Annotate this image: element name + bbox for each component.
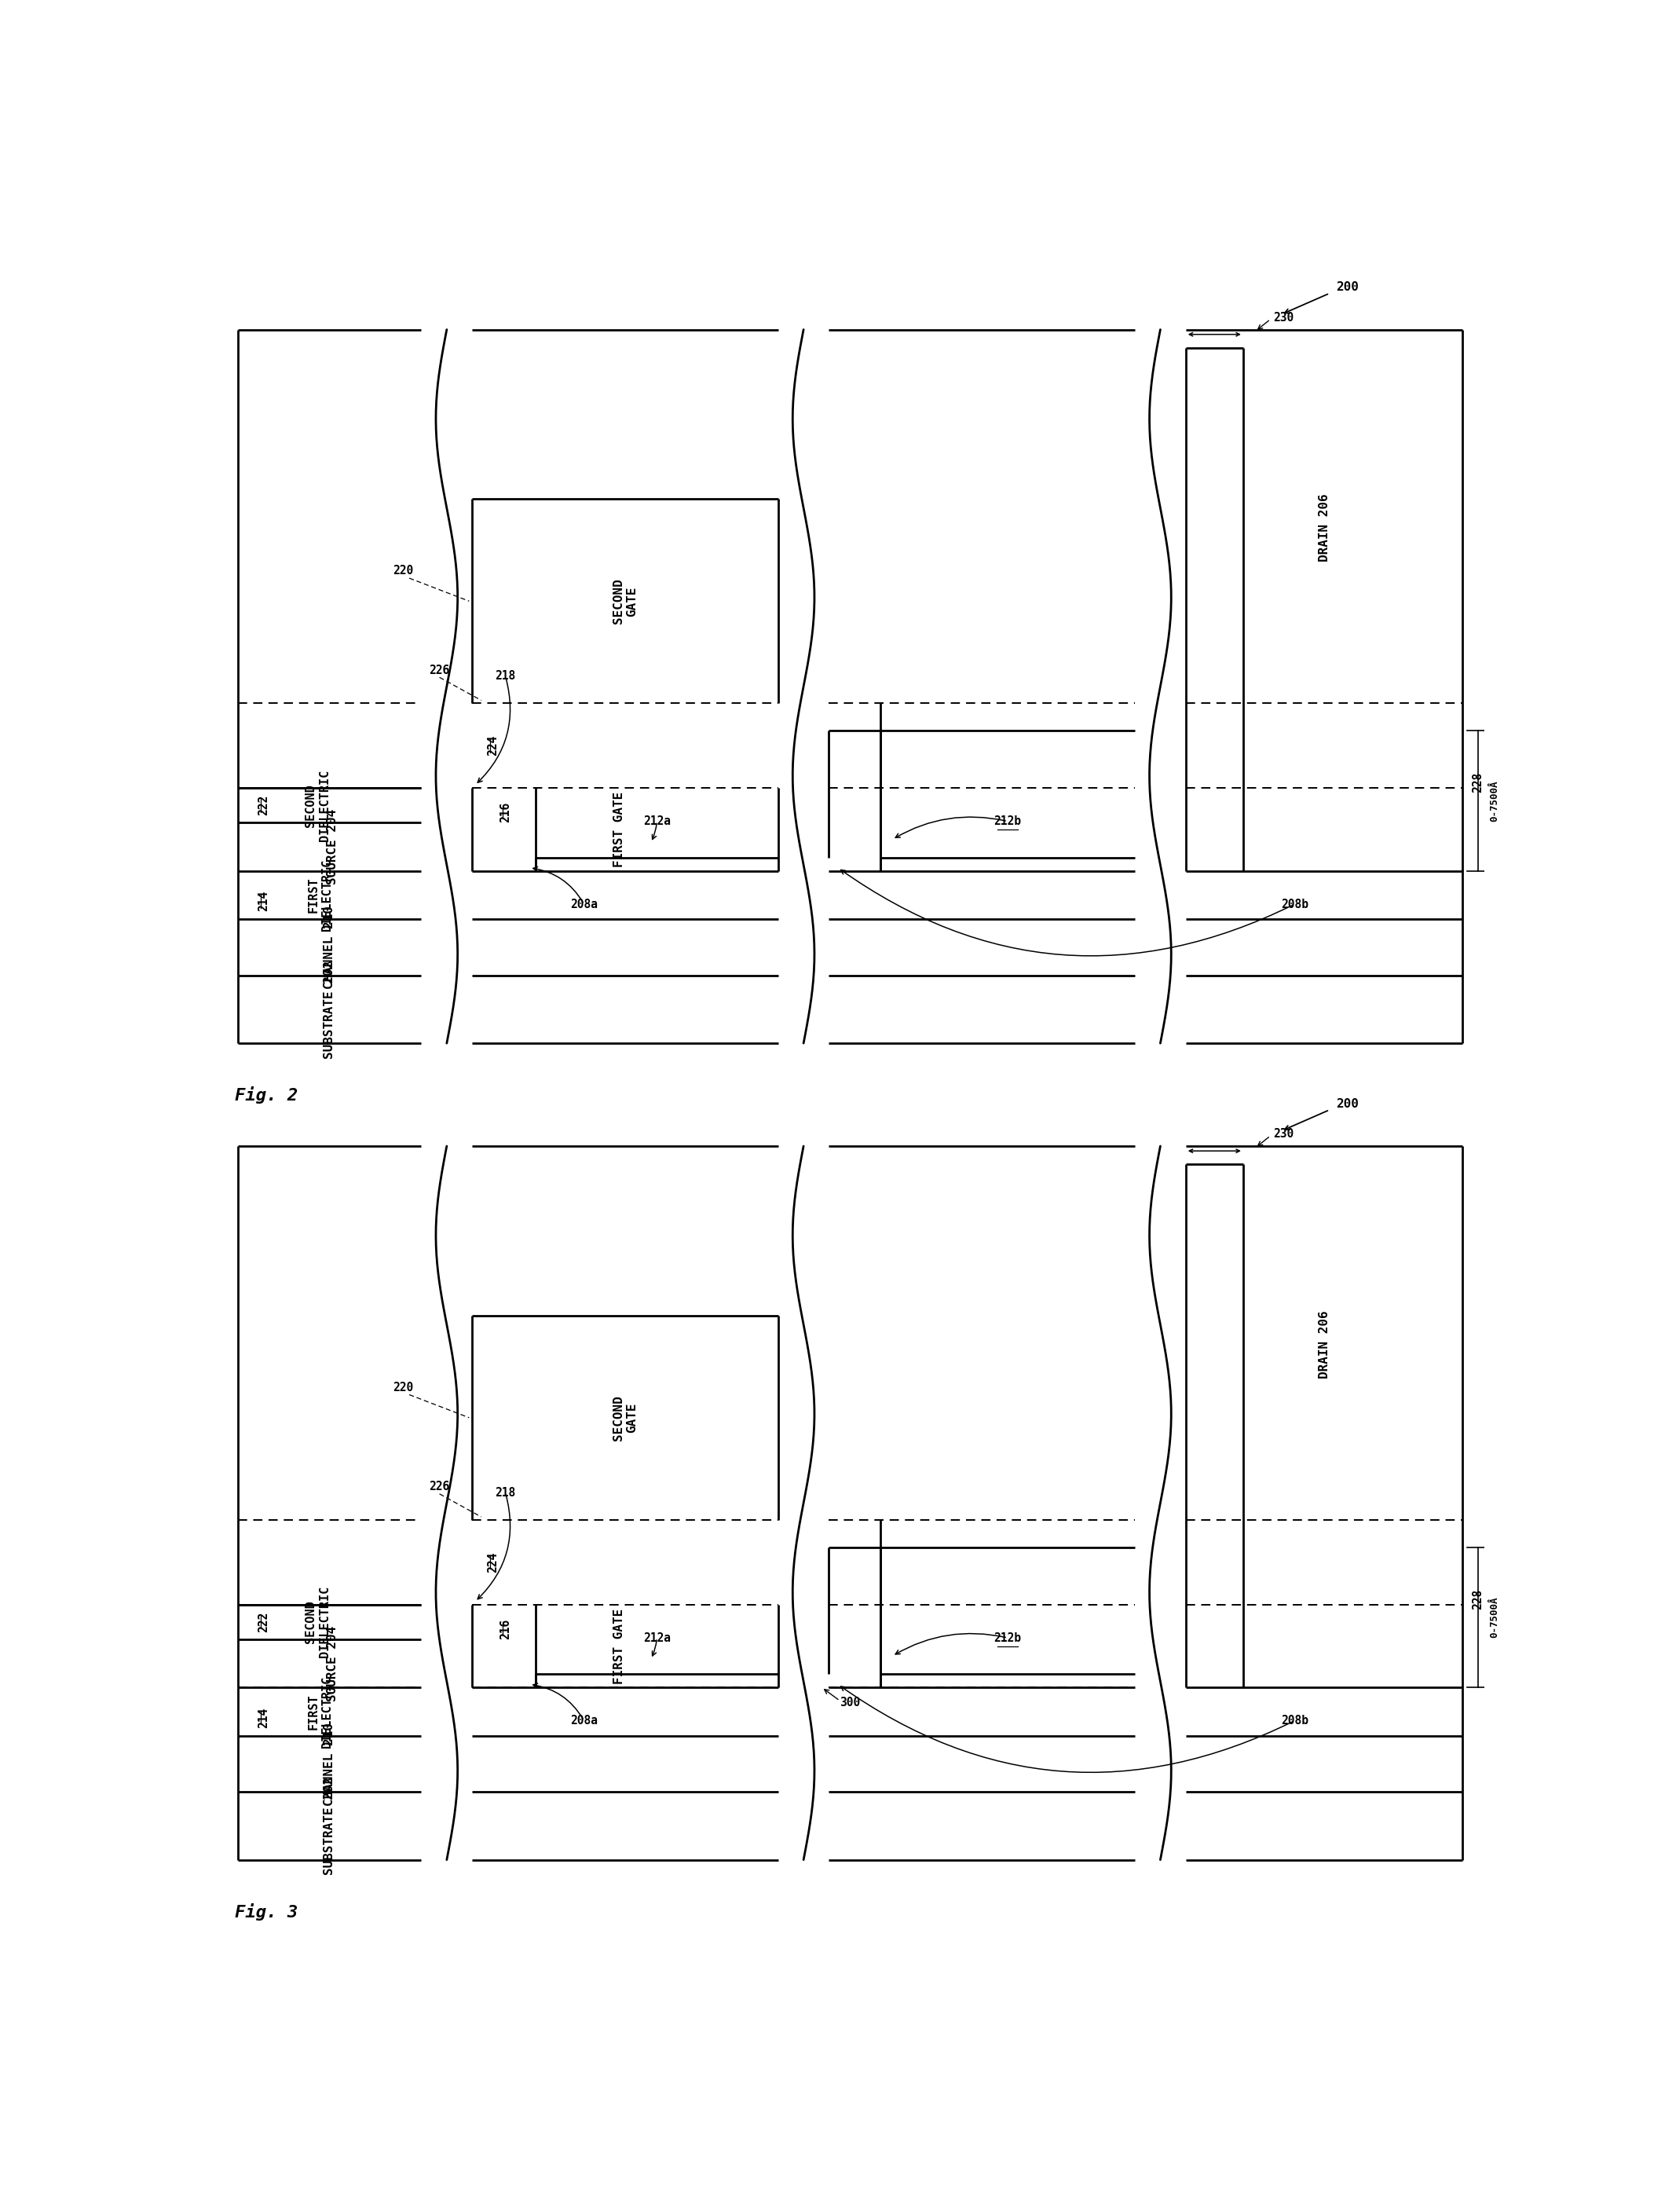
Text: Fig. 3: Fig. 3 [235, 1902, 298, 1920]
Text: 212b: 212b [994, 1632, 1022, 1644]
Text: 300: 300 [840, 1697, 860, 1708]
Text: 226: 226 [428, 664, 450, 677]
Text: SECOND
DIELECTRIC: SECOND DIELECTRIC [304, 1586, 331, 1657]
Text: FIRST
DIELECTRIC: FIRST DIELECTRIC [308, 858, 334, 931]
Text: 214: 214 [258, 1708, 270, 1728]
Text: 220: 220 [394, 564, 414, 577]
Text: 0-7500Å: 0-7500Å [1490, 781, 1500, 821]
Text: 230: 230 [1274, 312, 1293, 323]
Text: 228: 228 [1472, 1588, 1484, 1610]
Text: 208b: 208b [1280, 1714, 1308, 1728]
Text: 208b: 208b [1280, 898, 1308, 909]
Text: CHANNEL 210: CHANNEL 210 [324, 1723, 336, 1805]
Text: DRAIN 206: DRAIN 206 [1318, 1310, 1330, 1378]
Text: 208a: 208a [571, 898, 597, 909]
Text: 200: 200 [1336, 1097, 1358, 1110]
Text: 222: 222 [258, 794, 270, 816]
Text: 212b: 212b [994, 816, 1022, 827]
Text: 214: 214 [258, 891, 270, 911]
Text: 222: 222 [258, 1613, 270, 1632]
Text: 216: 216 [500, 1619, 511, 1639]
Text: FIRST
DIELECTRIC: FIRST DIELECTRIC [308, 1677, 334, 1747]
Text: FIRST GATE: FIRST GATE [614, 792, 625, 867]
Text: SOURCE 204: SOURCE 204 [327, 1626, 339, 1701]
Text: 228: 228 [1472, 772, 1484, 792]
Text: SECOND
GATE: SECOND GATE [612, 1396, 638, 1440]
Text: 212a: 212a [643, 816, 670, 827]
Text: SECOND
DIELECTRIC: SECOND DIELECTRIC [304, 770, 331, 841]
Text: SOURCE 204: SOURCE 204 [327, 810, 339, 885]
Text: 218: 218 [495, 1486, 516, 1498]
Text: 224: 224 [488, 734, 500, 757]
Text: 220: 220 [394, 1382, 414, 1394]
Text: 226: 226 [428, 1480, 450, 1493]
Text: 212a: 212a [643, 1632, 670, 1644]
Text: SUBSTRATE 202: SUBSTRATE 202 [324, 960, 336, 1060]
Text: 208a: 208a [571, 1714, 597, 1728]
Text: 0-7500Å: 0-7500Å [1490, 1597, 1500, 1637]
Text: 218: 218 [495, 670, 516, 681]
Text: SECOND
GATE: SECOND GATE [612, 580, 638, 624]
Text: 230: 230 [1274, 1128, 1293, 1139]
Text: 224: 224 [488, 1553, 500, 1573]
Text: CHANNEL 210: CHANNEL 210 [324, 907, 336, 989]
Text: FIRST GATE: FIRST GATE [614, 1608, 625, 1683]
Text: 216: 216 [500, 803, 511, 823]
Text: 200: 200 [1336, 281, 1358, 294]
Text: Fig. 2: Fig. 2 [235, 1086, 298, 1104]
Text: SUBSTRATE 202: SUBSTRATE 202 [324, 1776, 336, 1876]
Text: DRAIN 206: DRAIN 206 [1318, 493, 1330, 562]
